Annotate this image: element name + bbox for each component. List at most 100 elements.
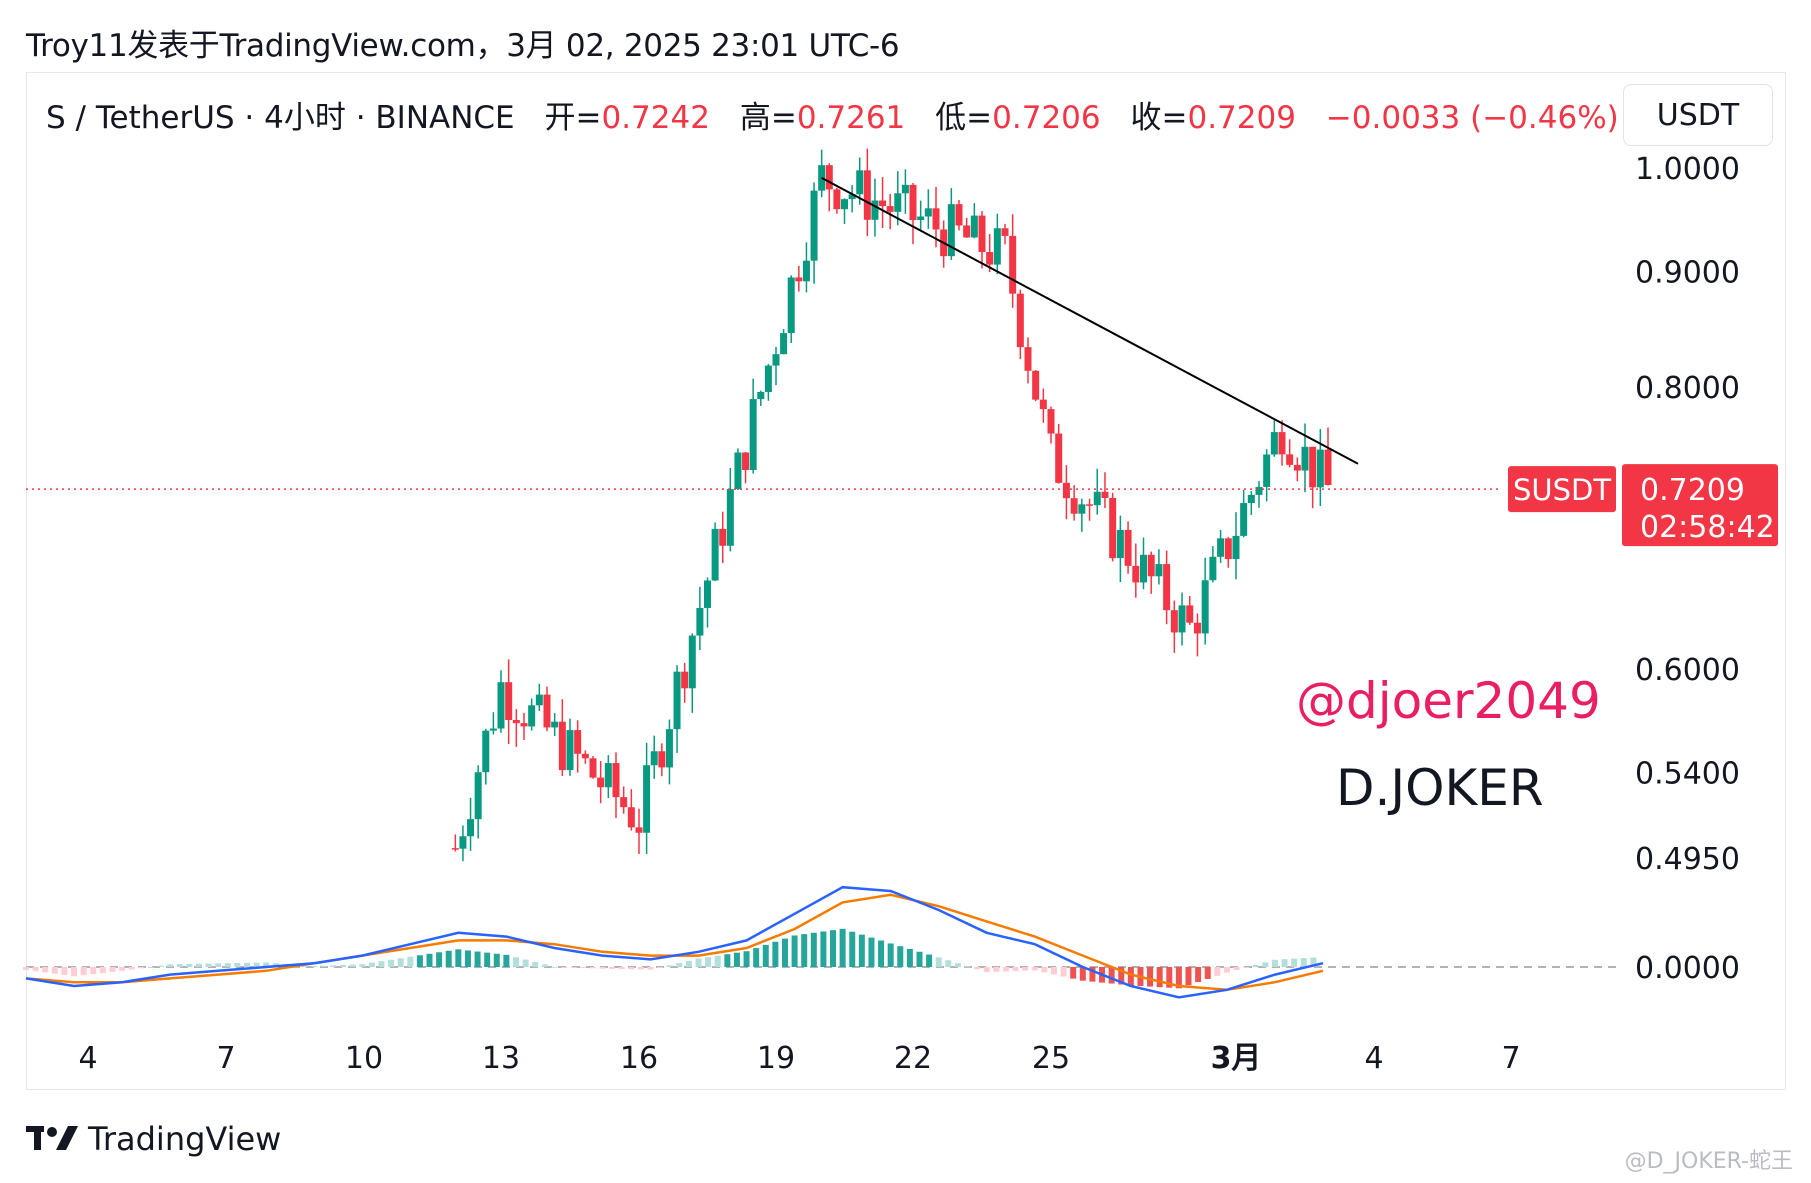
macd-histogram-bar [119,967,126,971]
watermark: @D_JOKER-蛇王 [1624,1149,1793,1174]
macd-histogram-bar [243,962,250,967]
macd-histogram-bar [340,964,347,967]
candle-body [589,758,597,778]
candle-body [924,208,932,217]
candle-body [688,635,696,689]
macd-histogram-bar [397,958,404,967]
price-axis-label: 0.6000 [1635,653,1740,688]
macd-histogram-bar [1147,967,1154,987]
macd-histogram-bar [570,967,577,968]
macd-histogram-bar [1127,967,1134,986]
macd-histogram-bar [378,961,385,967]
macd-histogram-bar [445,950,452,967]
macd-histogram-bar [791,935,798,967]
candle-body [1147,554,1155,577]
macd-histogram-bar [128,967,135,970]
macd-histogram-bar [1012,967,1019,972]
time-axis-label: 19 [757,1041,795,1076]
macd-histogram-bar [858,934,865,967]
candle-body [497,682,505,729]
macd-histogram-bar [195,963,202,967]
price-axis[interactable]: 1.0000 0.9000 0.8000 0.6000 0.5400 0.4950 0.00… [1635,152,1740,986]
trendline[interactable] [821,176,1359,465]
candle-body [886,206,894,212]
macd-histogram-bar [176,964,183,967]
macd-histogram-bar [897,946,904,967]
candle-body [1232,535,1240,560]
candle-body [1270,432,1278,455]
macd-histogram-bar [368,962,375,967]
candle-body [863,170,871,220]
time-axis-label: 25 [1032,1041,1070,1076]
candle-body [1178,605,1186,633]
macd-histogram-bar [647,967,654,970]
legend-close-value: 0.7209 [1187,100,1296,136]
macd-histogram-bar [205,963,212,967]
candle-body [1070,498,1078,514]
candle-body [802,260,810,282]
macd-histogram-bar [330,965,337,967]
legend-low-label: 低= [935,100,993,136]
candle-body [1024,347,1032,371]
macd-histogram-bar [1204,967,1211,979]
time-axis[interactable]: 4 7 10 13 16 19 22 25 3月 4 7 [78,1041,1520,1076]
macd-histogram-bar [23,967,29,970]
tradingview-logo[interactable]: TradingView [26,1120,281,1158]
macd-histogram-bar [1175,967,1182,989]
candle-body [848,194,856,200]
price-axis-label: 0.9000 [1635,255,1740,290]
candle-body [1324,449,1332,485]
legend-symbol[interactable]: S / TetherUS · 4小时 · BINANCE [46,100,515,136]
macd-histogram-bar [1291,958,1298,967]
candle-body [704,580,711,608]
candle-body [604,763,612,788]
macd-histogram-bar [609,967,616,969]
legend-open-value: 0.7242 [601,100,710,136]
macd-histogram-bar [868,937,875,967]
price-axis-label: 1.0000 [1635,152,1740,187]
candle-body [726,489,734,546]
macd-histogram-bar [916,951,923,967]
macd-histogram-bar [551,966,558,968]
candle-body [917,216,925,221]
candle-body [512,719,520,724]
price-tag-value: 0.7209 [1640,473,1745,508]
macd-histogram-bar [772,941,779,967]
legend-high-value: 0.7261 [796,100,906,136]
macd-histogram-bar [1185,967,1192,986]
time-axis-label: 16 [620,1041,658,1076]
macd-histogram-bar [954,963,961,967]
candle-body [1039,399,1047,410]
macd-histogram-bar [983,967,990,973]
price-axis-label: 0.5400 [1635,757,1740,792]
candle-body [970,215,978,238]
macd-histogram-bar [311,966,318,968]
candle-body [1155,564,1163,577]
candle-body [749,399,757,470]
macd-histogram-bar [945,960,952,967]
price-tag-value-bg [1622,464,1778,547]
macd-histogram-bar [801,934,808,967]
macd-histogram-bar [830,930,837,967]
price-tag-symbol: SUSDT [1513,473,1611,507]
macd-histogram-bar [628,967,635,970]
candle-body [1309,446,1317,488]
macd-histogram-bar [426,953,433,967]
candle-body [947,204,955,257]
macd-histogram-bar [157,965,164,967]
candle-body [1240,503,1248,536]
macd-histogram-bar [964,966,971,968]
macd-histogram-bar [80,967,87,976]
macd-histogram-bar [1041,967,1048,973]
macd-axis-label: 0.0000 [1635,951,1740,986]
macd-histogram-bar [532,962,539,967]
macd-histogram-bar [1156,967,1163,988]
macd-histogram-bar [1031,967,1038,971]
macd-histogram-bar [512,957,519,967]
macd-histogram-bar [733,952,740,967]
legend-change-value: −0.0033 (−0.46%) [1325,100,1619,136]
currency-button[interactable]: USDT [1623,84,1773,146]
macd-histogram-bar [657,967,664,968]
macd-histogram-bar [724,954,731,967]
